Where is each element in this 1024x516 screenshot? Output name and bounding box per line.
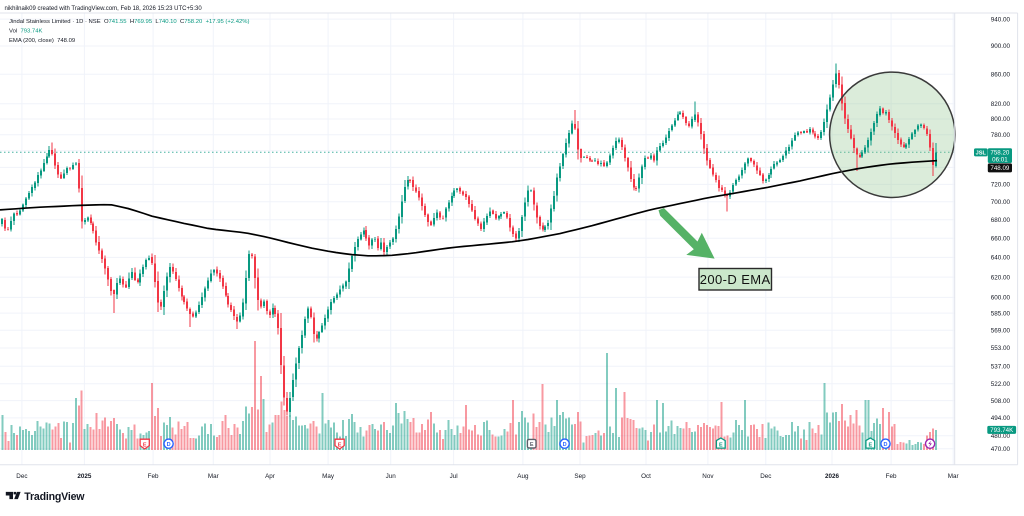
svg-text:680.00: 680.00 bbox=[991, 217, 1011, 224]
svg-text:E: E bbox=[719, 443, 723, 449]
svg-text:E: E bbox=[338, 442, 342, 448]
svg-text:Feb: Feb bbox=[886, 473, 897, 480]
svg-text:660.00: 660.00 bbox=[991, 236, 1011, 243]
svg-text:EMA (200, close) 748.09: EMA (200, close) 748.09 bbox=[9, 38, 75, 44]
svg-text:758.20: 758.20 bbox=[990, 149, 1009, 156]
svg-text:508.00: 508.00 bbox=[991, 398, 1011, 405]
svg-text:E: E bbox=[530, 442, 534, 448]
svg-text:620.00: 620.00 bbox=[991, 274, 1011, 281]
svg-text:Dec: Dec bbox=[16, 473, 27, 480]
svg-text:06:01: 06:01 bbox=[992, 157, 1008, 164]
svg-text:Feb: Feb bbox=[148, 473, 159, 480]
svg-text:Oct: Oct bbox=[641, 473, 651, 480]
svg-text:748.09: 748.09 bbox=[990, 165, 1009, 172]
svg-text:700.00: 700.00 bbox=[991, 199, 1011, 206]
svg-text:D: D bbox=[884, 442, 888, 448]
svg-text:E: E bbox=[143, 442, 147, 448]
svg-text:nikhilnaik09 created with Trad: nikhilnaik09 created with TradingView.co… bbox=[5, 6, 203, 12]
svg-text:585.00: 585.00 bbox=[991, 310, 1011, 317]
svg-text:720.00: 720.00 bbox=[991, 182, 1011, 189]
svg-text:860.00: 860.00 bbox=[991, 71, 1011, 78]
svg-text:553.00: 553.00 bbox=[991, 345, 1011, 352]
svg-text:E: E bbox=[868, 443, 872, 449]
svg-text:Dec: Dec bbox=[760, 473, 771, 480]
svg-text:569.00: 569.00 bbox=[991, 328, 1011, 335]
svg-text:2025: 2025 bbox=[77, 473, 92, 480]
svg-text:820.00: 820.00 bbox=[991, 101, 1011, 108]
svg-text:537.00: 537.00 bbox=[991, 363, 1011, 370]
svg-text:800.00: 800.00 bbox=[991, 116, 1011, 123]
svg-text:Vol 793.74K: Vol 793.74K bbox=[9, 29, 42, 35]
svg-text:494.00: 494.00 bbox=[991, 415, 1011, 422]
svg-text:May: May bbox=[322, 473, 335, 480]
svg-text:Nov: Nov bbox=[702, 473, 714, 480]
svg-text:D: D bbox=[563, 442, 567, 448]
svg-text:780.00: 780.00 bbox=[991, 132, 1011, 139]
svg-text:640.00: 640.00 bbox=[991, 255, 1011, 262]
svg-text:793.74K: 793.74K bbox=[990, 427, 1014, 434]
svg-text:Mar: Mar bbox=[208, 473, 219, 480]
svg-text:522.00: 522.00 bbox=[991, 381, 1011, 388]
svg-text:Mar: Mar bbox=[948, 473, 959, 480]
svg-text:Jindal Stainless Limited · 1D: Jindal Stainless Limited · 1D · NSE O741… bbox=[9, 19, 249, 25]
svg-text:TradingView: TradingView bbox=[24, 491, 85, 503]
svg-text:Apr: Apr bbox=[265, 473, 275, 480]
svg-text:480.00: 480.00 bbox=[991, 433, 1011, 440]
svg-text:Sep: Sep bbox=[574, 473, 586, 480]
svg-text:600.00: 600.00 bbox=[991, 295, 1011, 302]
svg-text:2026: 2026 bbox=[825, 473, 840, 480]
svg-text:940.00: 940.00 bbox=[991, 16, 1011, 23]
svg-text:Jul: Jul bbox=[450, 473, 458, 480]
svg-text:JSL: JSL bbox=[976, 150, 987, 156]
svg-text:Jun: Jun bbox=[386, 473, 397, 480]
svg-text:470.00: 470.00 bbox=[991, 446, 1011, 453]
svg-text:900.00: 900.00 bbox=[991, 43, 1011, 50]
svg-text:D: D bbox=[167, 442, 171, 448]
svg-text:200-D EMA: 200-D EMA bbox=[700, 272, 771, 287]
svg-text:Aug: Aug bbox=[517, 473, 529, 480]
